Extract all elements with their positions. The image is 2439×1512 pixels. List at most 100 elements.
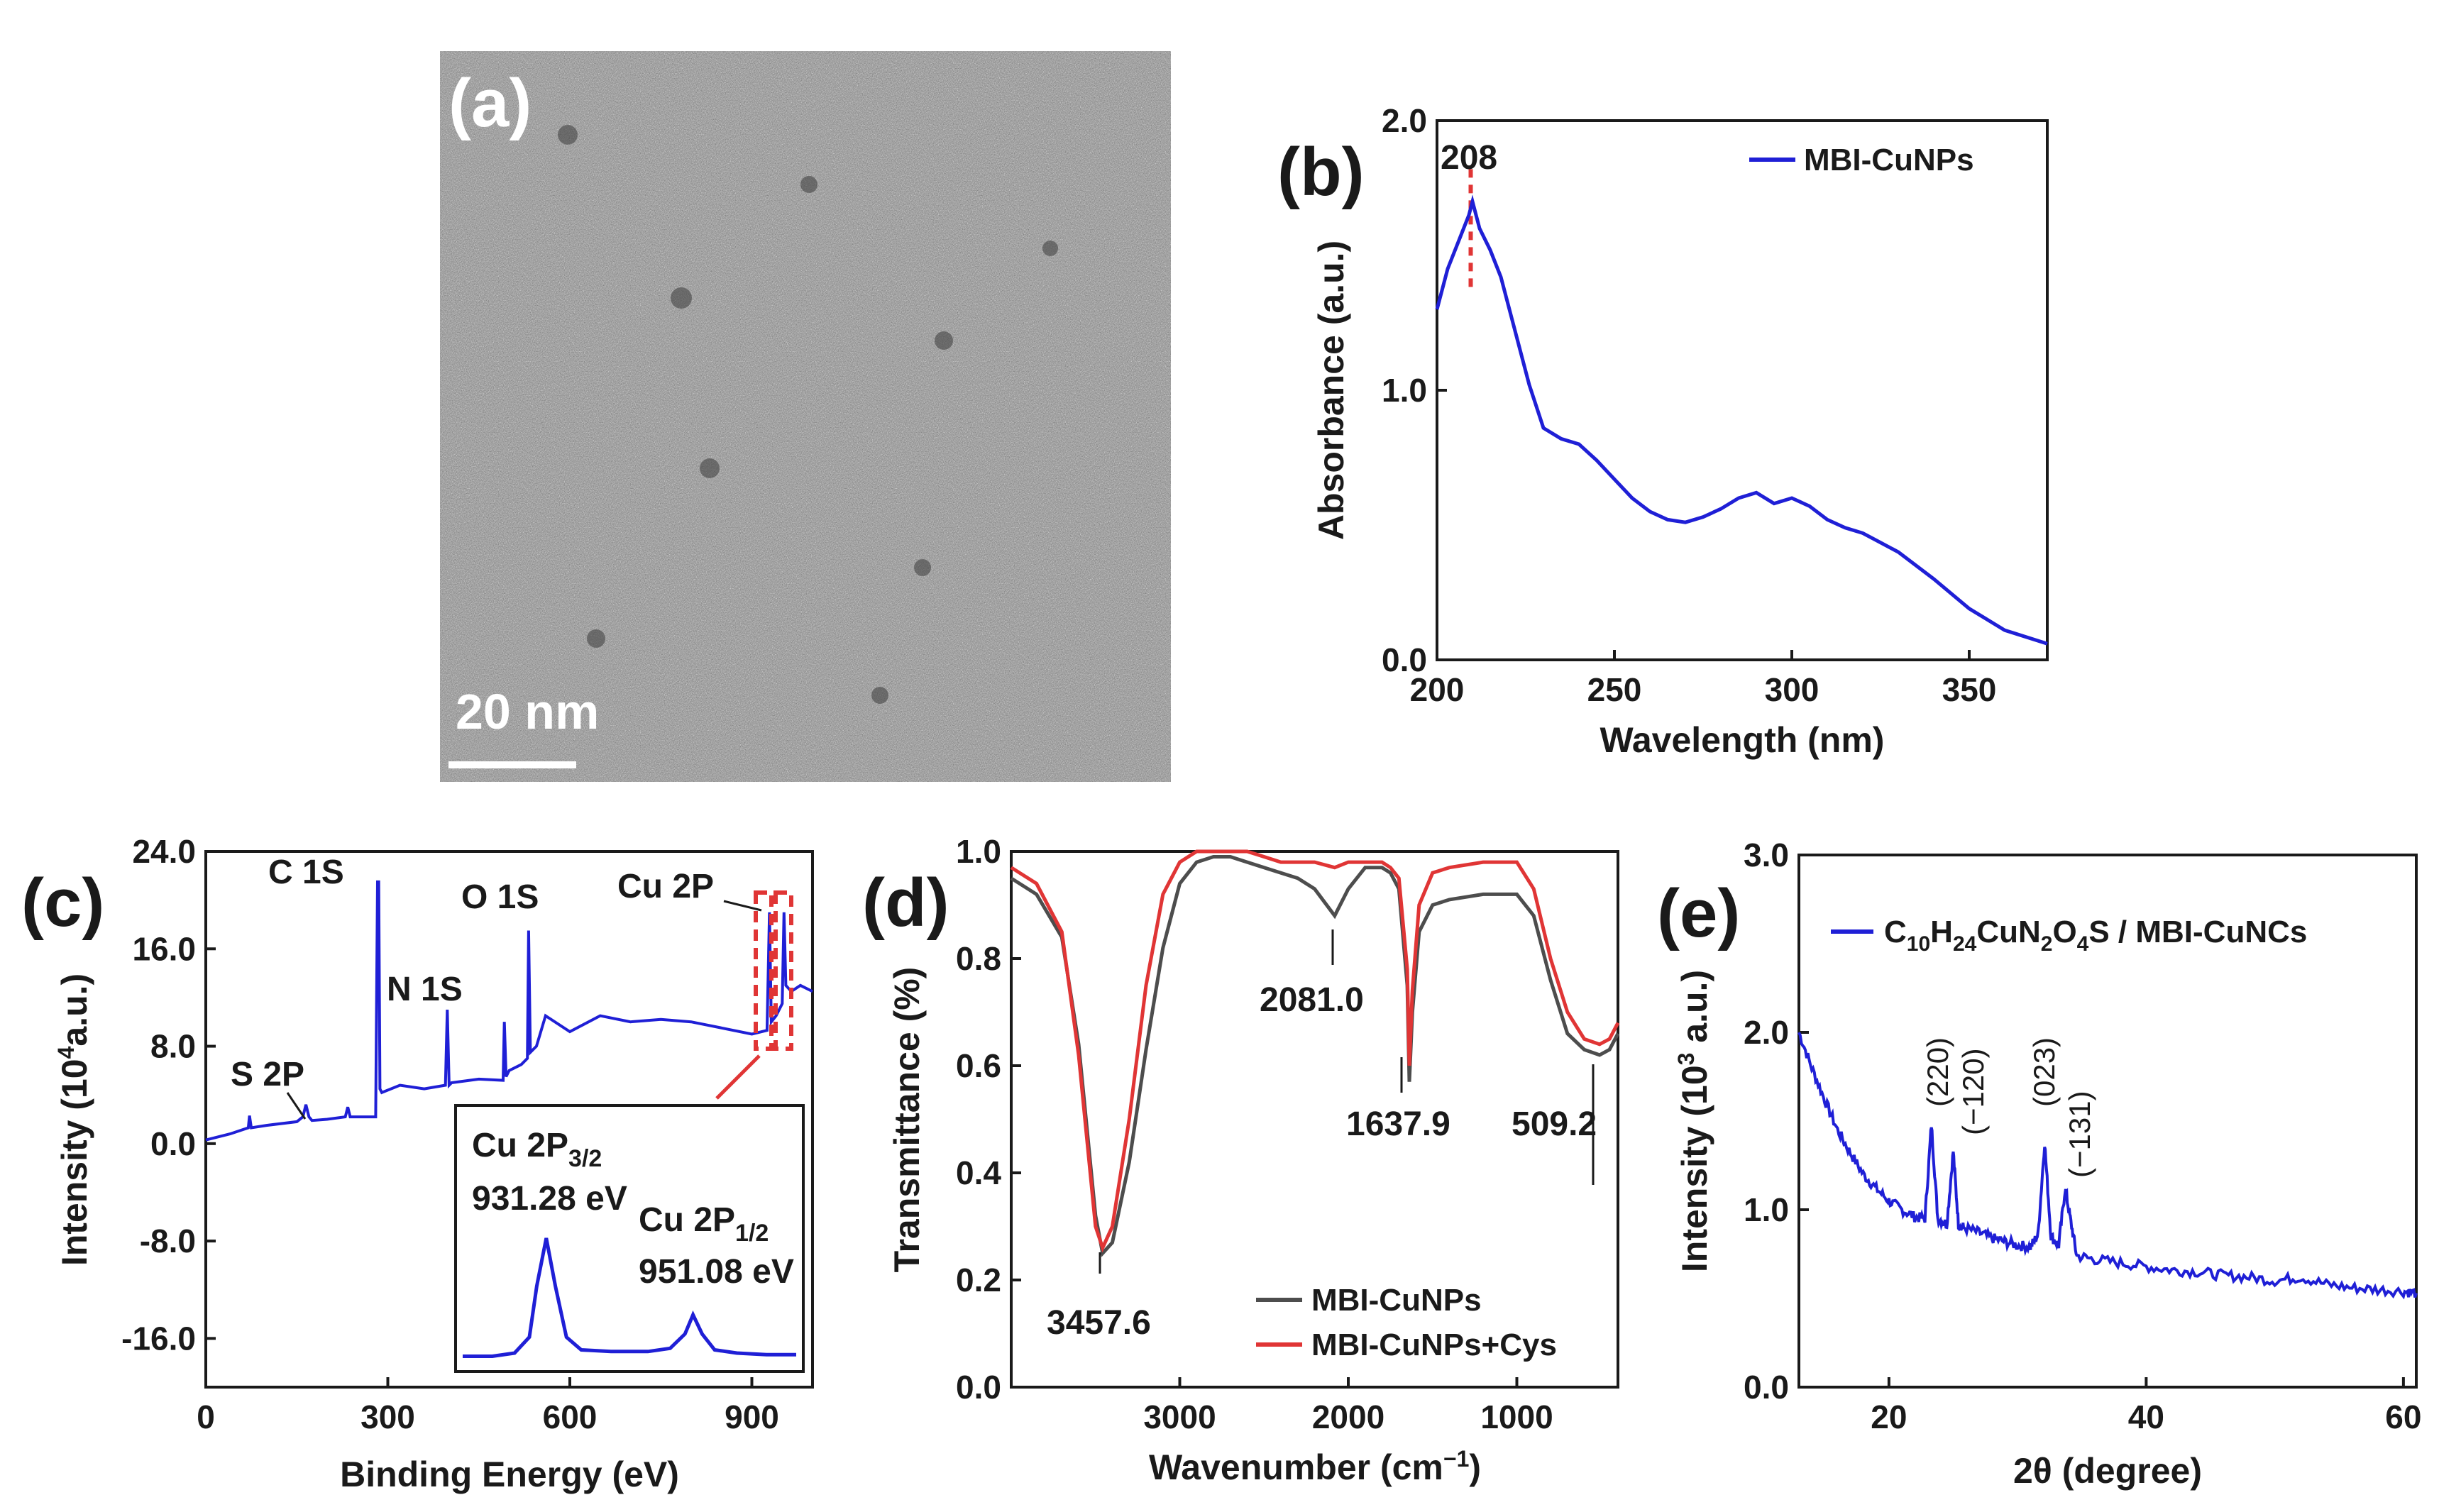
y-tick-label-d: 0.4 (956, 1154, 1001, 1191)
y-tick-label-b: 0.0 (1382, 641, 1427, 678)
peak-label-n1s: N 1S (387, 971, 463, 1008)
peak-label-220: (220) (1921, 1037, 1954, 1107)
peak-label-3457: 3457.6 (1047, 1304, 1151, 1342)
tem-particles (558, 125, 1058, 704)
x-axis-label-d: Wavenumber (cm−1) (1149, 1446, 1481, 1487)
x-tick-label-b: 250 (1587, 671, 1642, 708)
y-axis-label-d: Transmittance (%) (887, 967, 927, 1273)
peak-label-023: (023) (2027, 1037, 2061, 1107)
panel-letter-b: (b) (1277, 134, 1365, 210)
y-tick-label-b: 2.0 (1382, 102, 1427, 139)
x-tick-label-e: 60 (2385, 1398, 2421, 1435)
x-tick-label-c: 900 (725, 1398, 779, 1435)
y-tick-label-c: 0.0 (150, 1125, 196, 1162)
x-tick-label-c: 0 (197, 1398, 215, 1435)
ticks-b: 200 250 300 350 0.0 1.0 2.0 (1382, 102, 1996, 708)
y-axis-label-b: Absorbance (a.u.) (1311, 241, 1351, 540)
tem-image-noise (440, 51, 1171, 782)
ticks-d: 3000 2000 1000 0.0 0.2 0.4 0.6 0.8 1.0 (956, 833, 1553, 1435)
x-tick-label-b: 300 (1765, 671, 1819, 708)
peak-label-cu2p: Cu 2P (617, 868, 714, 905)
x-tick-label-c: 600 (543, 1398, 598, 1435)
scale-bar (448, 761, 576, 768)
peak-leader-cu2p (723, 900, 762, 912)
ticks-e: 20 40 60 0.0 1.0 2.0 3.0 (1744, 837, 2421, 1435)
plot-frame-b (1436, 119, 2049, 661)
y-tick-label-d: 0.2 (956, 1262, 1001, 1298)
panel-b: (b) 200 250 300 350 0.0 1.0 2.0 Wavelength (nm… (1277, 102, 2049, 760)
x-tick-label-b: 200 (1410, 671, 1465, 708)
panel-a: (a) 20 nm (440, 51, 1171, 782)
y-tick-label-e: 0.0 (1744, 1369, 1789, 1406)
inset-label-cu2p32-energy: 931.28 eV (472, 1180, 627, 1218)
zoom-connector (715, 1054, 761, 1100)
peak-leaders-d (1099, 929, 1595, 1274)
panel-e: (e) 20 40 60 0.0 1.0 2.0 3.0 2θ (degree) Inten… (1657, 837, 2421, 1491)
peak-label-c1s: C 1S (268, 854, 344, 891)
y-tick-label-c: -8.0 (140, 1223, 196, 1259)
peak-label-s2p: S 2P (231, 1056, 304, 1093)
legend-label-b: MBI-CuNPs (1804, 143, 1974, 177)
y-tick-label-c: 24.0 (132, 833, 196, 870)
y-tick-label-c: -16.0 (121, 1320, 196, 1357)
legend-label-e: C10H24CuN2O4S / MBI-CuNCs (1884, 915, 2307, 956)
x-tick-label-c: 300 (360, 1398, 415, 1435)
y-tick-label-d: 0.8 (956, 940, 1001, 977)
x-tick-label-e: 20 (1871, 1398, 1907, 1435)
ticks-c: 0 300 600 900 24.0 16.0 8.0 0.0 -8.0 -16.0 (121, 833, 779, 1435)
series-mbi-cunps-ftir (1010, 855, 1620, 1257)
peak-leader-s2p (286, 1092, 307, 1120)
legend-label-d-0: MBI-CuNPs (1311, 1283, 1482, 1318)
inset-frame-c (454, 1104, 805, 1373)
y-tick-label-e: 2.0 (1744, 1014, 1789, 1051)
y-tick-label-c: 16.0 (132, 930, 196, 967)
peak-label-2081: 2081.0 (1260, 981, 1364, 1019)
y-axis-label-c: Intensity (104a.u.) (53, 973, 94, 1266)
y-tick-label-e: 3.0 (1744, 837, 1789, 873)
panel-c: (c) 0 300 600 900 24.0 16.0 8.0 0.0 -8.0 -16.0 Bi… (21, 833, 814, 1494)
x-tick-label-d: 2000 (1312, 1398, 1384, 1435)
panel-letter-c: (c) (21, 865, 104, 941)
x-tick-label-e: 40 (2128, 1398, 2164, 1435)
y-tick-label-d: 0.0 (956, 1369, 1001, 1406)
zoom-box-cu2p-2 (773, 890, 793, 1051)
series-xps-survey (205, 880, 813, 1142)
inset-label-cu2p12-energy: 951.08 eV (639, 1253, 794, 1291)
y-tick-label-d: 0.6 (956, 1047, 1001, 1084)
panel-letter-e: (e) (1657, 876, 1740, 951)
panel-d: (d) 3000 2000 1000 0.0 0.2 0.4 0.6 0.8 1.0 Waven… (862, 833, 1620, 1487)
scale-bar-label: 20 nm (456, 684, 599, 739)
y-tick-label-c: 8.0 (150, 1028, 196, 1065)
inset-label-cu2p32: Cu 2P3/2 (472, 1127, 602, 1172)
y-tick-label-b: 1.0 (1382, 372, 1427, 409)
y-tick-label-e: 1.0 (1744, 1191, 1789, 1228)
inset-label-cu2p12: Cu 2P1/2 (639, 1201, 769, 1247)
series-xps-cu2p-inset (463, 1237, 796, 1358)
panel-letter-d: (d) (862, 865, 949, 941)
x-axis-label-e: 2θ (degree) (2013, 1451, 2202, 1491)
legend-label-d-1: MBI-CuNPs+Cys (1311, 1328, 1557, 1362)
zoom-box-cu2p-1 (754, 890, 773, 1051)
peak-label-208: 208 (1441, 139, 1497, 177)
series-mbi-cunps-cys-ftir (1010, 849, 1620, 1253)
peak-label-509: 509.2 (1512, 1105, 1597, 1143)
plot-frame-c (204, 850, 814, 1389)
peak-labels-c: C 1S N 1S O 1S S 2P Cu 2P (231, 854, 762, 1120)
x-tick-label-b: 350 (1942, 671, 1997, 708)
series-xrd-pattern (1797, 1032, 2418, 1300)
x-axis-label-b: Wavelength (nm) (1600, 720, 1885, 760)
plot-frame-e (1797, 854, 2418, 1389)
peak-label-1637: 1637.9 (1346, 1105, 1450, 1143)
x-tick-label-d: 3000 (1143, 1398, 1216, 1435)
y-axis-label-e: Intensity (103 a.u.) (1673, 970, 1714, 1272)
panel-letter-a: (a) (448, 65, 532, 141)
y-tick-label-d: 1.0 (956, 833, 1001, 870)
x-tick-label-d: 1000 (1480, 1398, 1553, 1435)
peak-label-m131: (−131) (2063, 1091, 2096, 1178)
series-mbi-cunps-absorbance (1435, 194, 2048, 646)
peak-label-o1s: O 1S (461, 878, 539, 916)
peak-label-m120: (−120) (1956, 1048, 1990, 1135)
plot-frame-d (1010, 850, 1619, 1389)
x-axis-label-c: Binding Energy (eV) (340, 1455, 679, 1494)
